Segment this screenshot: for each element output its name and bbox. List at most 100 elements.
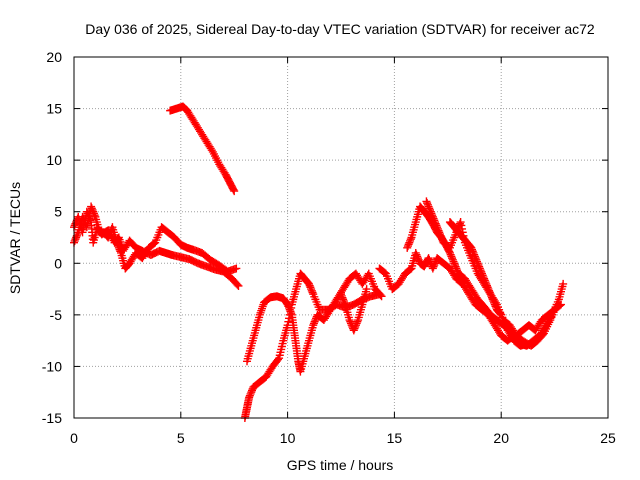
data-point-marker bbox=[449, 257, 458, 266]
data-point-marker bbox=[450, 261, 459, 270]
data-point-marker bbox=[477, 269, 486, 278]
y-tick-label: 10 bbox=[46, 152, 62, 168]
data-point-marker bbox=[306, 283, 315, 292]
data-point-marker bbox=[84, 216, 93, 225]
data-point-marker bbox=[435, 230, 444, 239]
data-point-marker bbox=[309, 321, 318, 330]
series-track-d bbox=[240, 269, 384, 422]
data-point-marker bbox=[247, 388, 256, 397]
series-track-c bbox=[166, 102, 239, 196]
data-point-marker bbox=[112, 238, 121, 247]
data-point-marker bbox=[82, 223, 91, 232]
data-point-marker bbox=[309, 319, 318, 328]
data-point-marker bbox=[88, 205, 97, 214]
data-point-marker bbox=[453, 266, 462, 275]
data-point-marker bbox=[478, 271, 487, 280]
data-point-marker bbox=[339, 295, 348, 304]
data-point-marker bbox=[424, 254, 433, 263]
data-point-marker bbox=[475, 262, 484, 271]
data-point-marker bbox=[248, 386, 256, 395]
data-point-marker bbox=[427, 209, 436, 218]
data-point-marker bbox=[468, 247, 477, 256]
y-tick-label: -15 bbox=[42, 410, 62, 426]
data-point-marker bbox=[116, 247, 125, 256]
data-point-marker bbox=[351, 321, 360, 330]
y-tick-label: 15 bbox=[46, 101, 62, 117]
data-point-marker bbox=[230, 187, 239, 196]
data-point-marker bbox=[430, 259, 439, 268]
data-point-marker bbox=[403, 243, 412, 252]
data-point-marker bbox=[405, 238, 414, 247]
data-point-marker bbox=[470, 252, 479, 261]
data-point-marker bbox=[452, 264, 461, 273]
data-point-marker bbox=[448, 254, 457, 263]
data-point-marker bbox=[456, 218, 465, 227]
data-point-marker bbox=[406, 236, 415, 245]
data-point-marker bbox=[345, 316, 354, 325]
data-point-marker bbox=[496, 309, 505, 318]
data-point-marker bbox=[114, 242, 123, 251]
data-point-marker bbox=[285, 303, 294, 312]
data-point-marker bbox=[438, 235, 447, 244]
data-point-marker bbox=[495, 309, 504, 318]
data-point-marker bbox=[489, 297, 498, 306]
data-point-marker bbox=[433, 223, 442, 232]
data-point-marker bbox=[232, 264, 241, 273]
data-point-marker bbox=[339, 297, 348, 306]
data-point-marker bbox=[246, 389, 255, 398]
data-point-marker bbox=[406, 235, 415, 244]
data-point-marker bbox=[471, 254, 480, 263]
data-point-marker bbox=[104, 233, 113, 242]
data-point-marker bbox=[429, 214, 438, 223]
data-point-marker bbox=[424, 202, 433, 211]
data-point-marker bbox=[486, 290, 495, 299]
data-point-marker bbox=[411, 248, 420, 257]
chart-title: Day 036 of 2025, Sidereal Day-to-day VTE… bbox=[85, 21, 595, 37]
data-point-marker bbox=[479, 273, 488, 282]
data-point-marker bbox=[234, 281, 243, 290]
data-point-marker bbox=[467, 243, 476, 252]
series-track-j bbox=[445, 218, 531, 350]
data-point-marker bbox=[79, 214, 88, 223]
x-tick-label: 5 bbox=[177, 430, 185, 446]
data-point-marker bbox=[446, 250, 455, 259]
y-tick-label: 0 bbox=[54, 255, 62, 271]
data-point-marker bbox=[350, 324, 359, 333]
data-point-marker bbox=[105, 230, 114, 239]
data-point-marker bbox=[428, 264, 437, 273]
data-point-marker bbox=[245, 393, 254, 402]
data-point-marker bbox=[426, 207, 435, 216]
data-point-marker bbox=[404, 240, 413, 249]
data-point-marker bbox=[286, 307, 295, 316]
data-point-marker bbox=[484, 285, 493, 294]
x-tick-label: 15 bbox=[387, 430, 403, 446]
data-point-marker bbox=[435, 228, 444, 237]
data-point-marker bbox=[413, 252, 422, 261]
data-point-marker bbox=[406, 265, 415, 274]
data-point-marker bbox=[425, 204, 434, 213]
data-point-marker bbox=[455, 219, 464, 228]
data-point-marker bbox=[245, 391, 254, 400]
data-point-marker bbox=[287, 309, 296, 318]
data-point-marker bbox=[485, 288, 494, 297]
data-point-marker bbox=[422, 197, 431, 206]
data-point-marker bbox=[71, 235, 80, 244]
data-point-marker bbox=[469, 248, 478, 257]
data-point-marker bbox=[90, 211, 99, 220]
data-point-marker bbox=[487, 291, 496, 300]
data-point-marker bbox=[457, 221, 466, 230]
data-point-marker bbox=[308, 288, 317, 297]
data-point-marker bbox=[436, 231, 445, 240]
data-point-marker bbox=[480, 276, 489, 285]
data-point-marker bbox=[450, 259, 459, 268]
data-point-marker bbox=[89, 209, 98, 218]
data-point-marker bbox=[337, 291, 346, 300]
data-markers bbox=[70, 102, 568, 422]
data-point-marker bbox=[468, 245, 477, 254]
y-tick-label: 5 bbox=[54, 204, 62, 220]
data-point-marker bbox=[481, 278, 490, 287]
data-point-marker bbox=[423, 200, 432, 209]
data-point-marker bbox=[552, 300, 561, 309]
data-point-marker bbox=[310, 317, 319, 326]
